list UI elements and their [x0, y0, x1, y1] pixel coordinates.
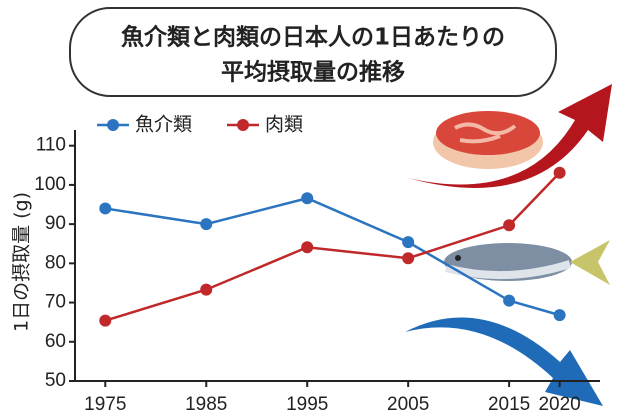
x-tick-label: 2015 [488, 394, 530, 415]
y-tick-label: 100 [34, 174, 66, 195]
point [503, 294, 516, 307]
down-arrow [405, 317, 603, 406]
point [553, 166, 566, 179]
x-tick-label: 2005 [387, 394, 429, 415]
point [200, 218, 213, 231]
y-tick-label: 70 [45, 292, 66, 313]
x-tick-label: 2020 [538, 394, 580, 415]
point [301, 241, 314, 254]
x-tick-label: 1995 [286, 394, 328, 415]
y-tick-label: 80 [45, 252, 66, 273]
point [99, 314, 112, 327]
y-tick-label: 60 [45, 331, 66, 352]
point [301, 192, 314, 205]
series-line [104, 171, 561, 322]
up-arrow [408, 84, 612, 188]
point [402, 252, 415, 265]
steak-marbling [454, 122, 517, 144]
legend-marker [107, 119, 119, 131]
legend-marker [237, 119, 249, 131]
y-axis-label: 1日の摂取量 (g) [11, 192, 33, 332]
legend-label: 魚介類 [135, 114, 192, 136]
legend-label: 肉類 [265, 114, 303, 136]
series-line [105, 196, 560, 317]
chart-title: 魚介類と肉類の日本人の1日あたりの [121, 24, 505, 51]
y-tick-label: 90 [45, 213, 66, 234]
title-box [69, 7, 557, 97]
chart-title: 平均摂取量の推移 [221, 59, 405, 86]
x-tick-label: 1975 [84, 394, 126, 415]
point [402, 236, 415, 249]
x-tick-label: 1985 [185, 394, 227, 415]
point [99, 202, 112, 215]
decorations [405, 84, 612, 406]
tuna-tail [570, 240, 610, 285]
tuna-eye [455, 255, 461, 261]
point [200, 283, 213, 296]
point [503, 219, 516, 232]
y-tick-label: 110 [36, 135, 66, 156]
point [553, 309, 566, 322]
y-tick-label: 50 [45, 370, 66, 391]
